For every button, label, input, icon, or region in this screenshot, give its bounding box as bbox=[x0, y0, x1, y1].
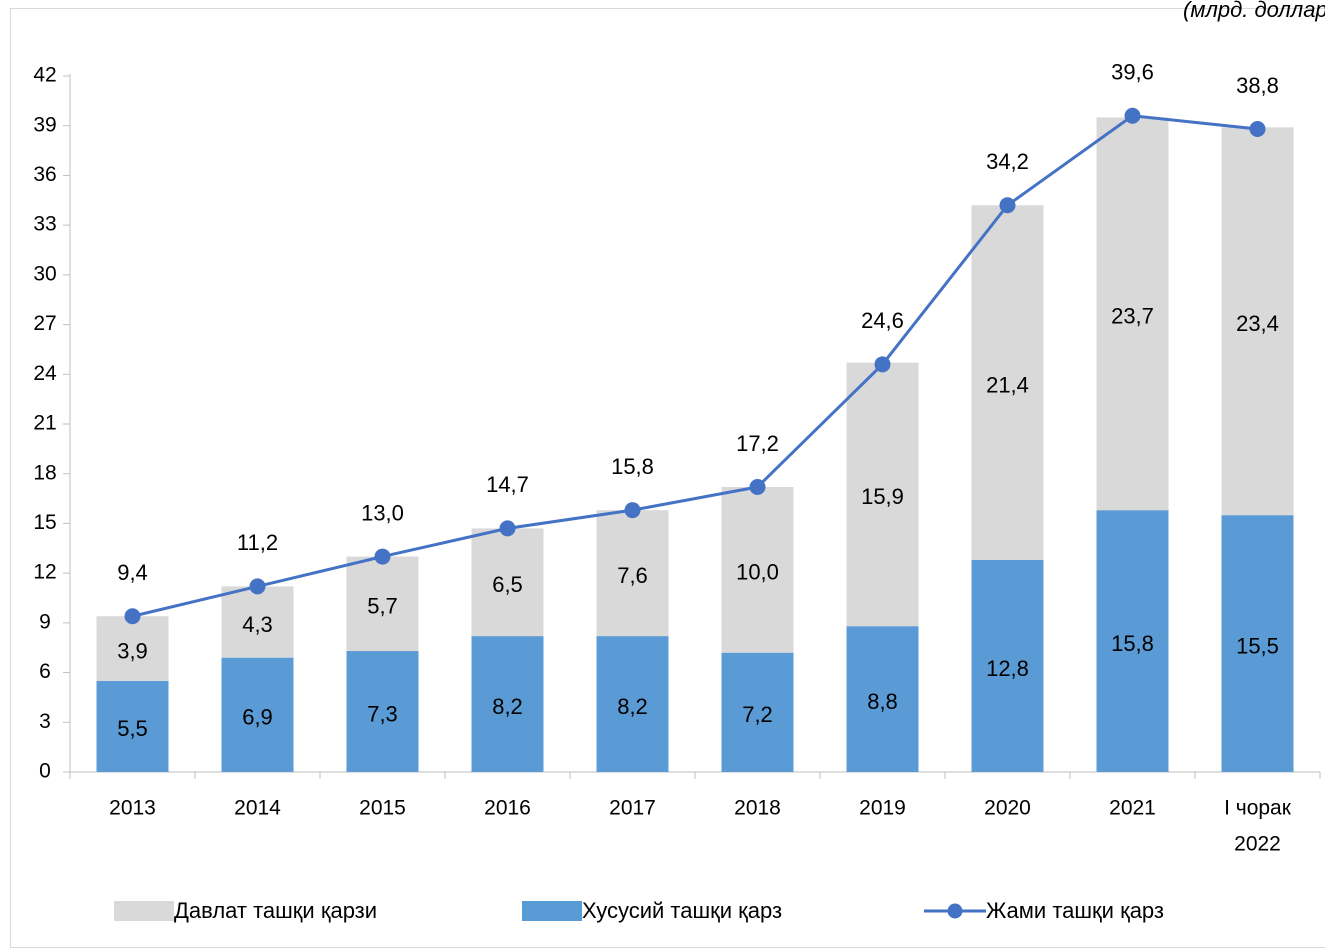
y-tick-label: 30 bbox=[33, 262, 56, 285]
bar-private bbox=[221, 657, 294, 772]
data-label-private: 5,5 bbox=[117, 716, 148, 741]
x-tick-label: 2017 bbox=[609, 797, 656, 820]
bar-government bbox=[596, 510, 669, 637]
bar-government bbox=[471, 528, 544, 637]
data-label-private: 12,8 bbox=[986, 656, 1029, 681]
bar-private bbox=[96, 680, 169, 772]
data-label-government: 5,7 bbox=[367, 594, 398, 619]
legend: Давлат ташқи қарзи Хусусий ташқи қарз Жа… bbox=[0, 898, 1325, 938]
x-tick-label: 2016 bbox=[484, 797, 531, 820]
legend-swatch-private bbox=[522, 901, 582, 921]
data-label-private: 8,8 bbox=[867, 689, 898, 714]
data-label-government: 4,3 bbox=[242, 612, 273, 637]
bar-private bbox=[1221, 515, 1294, 772]
point-total bbox=[1124, 107, 1141, 124]
data-label-government: 15,9 bbox=[861, 484, 904, 509]
data-label-total: 14,7 bbox=[486, 472, 529, 497]
y-tick-label: 6 bbox=[39, 660, 51, 683]
bar-private bbox=[471, 636, 544, 772]
data-label-total: 13,0 bbox=[361, 500, 404, 525]
bar-private bbox=[721, 652, 794, 772]
data-label-government: 23,7 bbox=[1111, 304, 1154, 329]
x-tick-label: 2019 bbox=[859, 797, 906, 820]
data-label-total: 17,2 bbox=[736, 431, 779, 456]
x-tick-label: 2013 bbox=[109, 797, 156, 820]
legend-label-private: Хусусий ташқи қарз bbox=[582, 898, 783, 923]
data-label-government: 7,6 bbox=[617, 563, 648, 588]
x-tick-label: 2014 bbox=[234, 797, 281, 820]
x-tick-label: 2021 bbox=[1109, 797, 1156, 820]
data-label-total: 11,2 bbox=[237, 530, 278, 555]
data-label-private: 15,5 bbox=[1236, 633, 1279, 658]
legend-label-government: Давлат ташқи қарзи bbox=[174, 898, 378, 923]
y-tick-label: 42 bbox=[33, 64, 56, 87]
y-tick-label: 24 bbox=[33, 362, 57, 385]
bar-government bbox=[971, 205, 1044, 560]
unit-note: (млрд. доллар) bbox=[1183, 0, 1325, 22]
point-total bbox=[1249, 121, 1266, 138]
bar-private bbox=[1096, 510, 1169, 772]
series-line-total bbox=[132, 114, 1258, 618]
data-label-private: 7,2 bbox=[742, 702, 773, 727]
data-label-total: 24,6 bbox=[861, 308, 904, 333]
data-label-private: 8,2 bbox=[617, 694, 648, 719]
data-label-total: 9,4 bbox=[117, 560, 148, 585]
data-label-government: 6,5 bbox=[492, 572, 523, 597]
data-label-government: 21,4 bbox=[986, 372, 1029, 397]
point-total bbox=[249, 578, 266, 595]
data-label-private: 8,2 bbox=[492, 694, 523, 719]
bar-government bbox=[96, 616, 169, 681]
x-tick-label: 2018 bbox=[734, 797, 781, 820]
bar-government bbox=[1221, 127, 1294, 516]
data-label-private: 7,3 bbox=[367, 701, 398, 726]
point-total bbox=[124, 608, 141, 625]
data-label-total: 38,8 bbox=[1236, 73, 1279, 98]
legend-swatch-government bbox=[114, 901, 174, 921]
y-tick-label: 15 bbox=[33, 511, 56, 534]
y-tick-label: 36 bbox=[33, 163, 56, 186]
y-tick-label: 0 bbox=[39, 760, 51, 783]
x-tick-label-line2: 2022 bbox=[1234, 833, 1281, 856]
bar-government bbox=[846, 362, 919, 627]
y-tick-label: 9 bbox=[39, 610, 51, 633]
legend-item-total: Жами ташқи қарз bbox=[924, 898, 1164, 924]
point-total bbox=[374, 548, 391, 565]
bar-private bbox=[346, 651, 419, 772]
point-total bbox=[874, 356, 891, 373]
point-total bbox=[749, 478, 766, 495]
legend-item-private: Хусусий ташқи қарз bbox=[522, 898, 782, 924]
legend-line-marker-icon bbox=[924, 903, 986, 919]
data-label-private: 6,9 bbox=[242, 705, 273, 730]
data-label-private: 15,8 bbox=[1111, 631, 1154, 656]
data-label-total: 15,8 bbox=[611, 454, 654, 479]
data-label-government: 3,9 bbox=[117, 638, 148, 663]
x-tick-label: I чорак bbox=[1224, 797, 1292, 820]
bar-government bbox=[221, 586, 294, 658]
y-tick-label: 33 bbox=[33, 213, 56, 236]
y-tick-label: 12 bbox=[33, 561, 56, 584]
bar-private bbox=[846, 626, 919, 772]
point-total bbox=[499, 520, 516, 537]
bar-private bbox=[971, 559, 1044, 772]
y-tick-label: 21 bbox=[33, 412, 56, 435]
point-total bbox=[624, 502, 641, 519]
point-total bbox=[999, 197, 1016, 214]
x-tick-label: 2020 bbox=[984, 797, 1031, 820]
y-tick-label: 18 bbox=[33, 461, 56, 484]
data-label-total: 34,2 bbox=[986, 149, 1029, 174]
bar-government bbox=[721, 486, 794, 653]
y-tick-label: 27 bbox=[33, 312, 56, 335]
data-label-government: 10,0 bbox=[736, 560, 779, 585]
legend-item-government: Давлат ташқи қарзи bbox=[114, 898, 377, 924]
y-tick-label: 3 bbox=[39, 710, 51, 733]
bar-government bbox=[346, 556, 419, 652]
x-tick-label: 2015 bbox=[359, 797, 406, 820]
bar-private bbox=[596, 636, 669, 772]
bar-government bbox=[1096, 117, 1169, 511]
data-label-total: 39,6 bbox=[1111, 60, 1154, 85]
data-label-government: 23,4 bbox=[1236, 311, 1279, 336]
y-tick-label: 39 bbox=[33, 113, 56, 136]
legend-label-total: Жами ташқи қарз bbox=[986, 898, 1164, 923]
